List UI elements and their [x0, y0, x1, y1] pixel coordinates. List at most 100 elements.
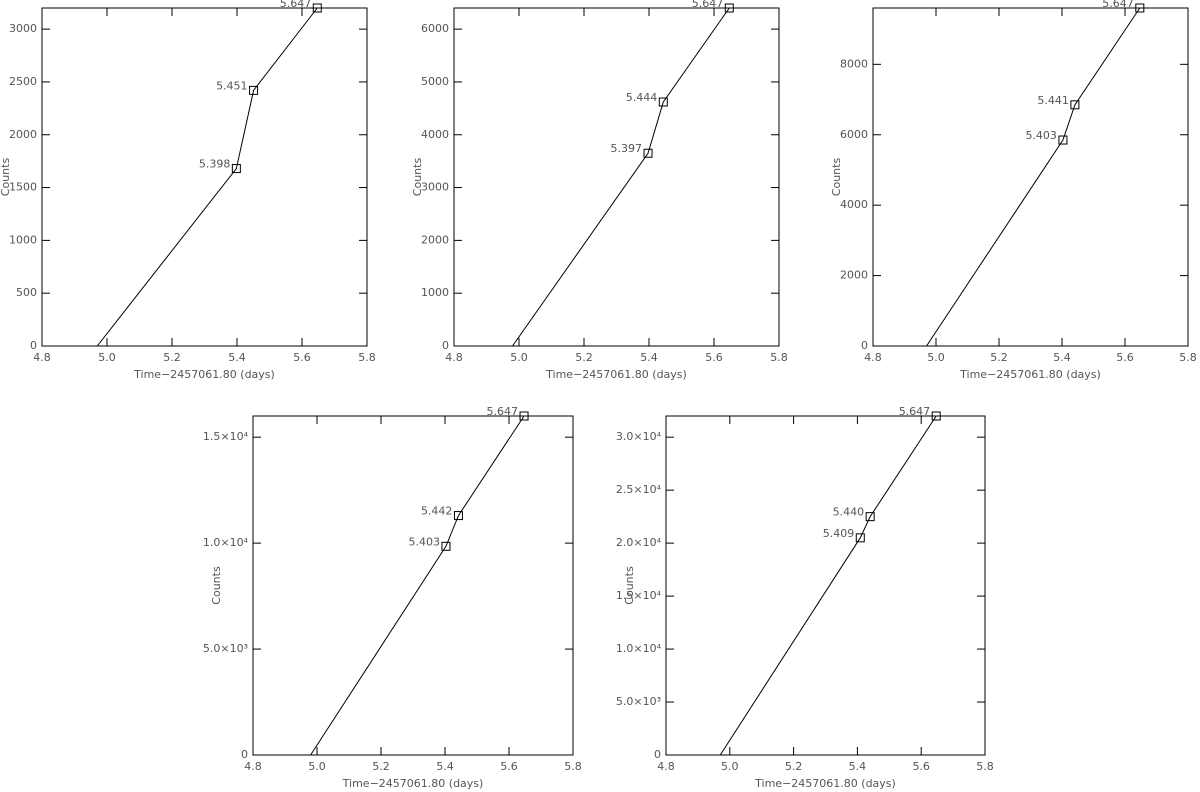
y-tick-label: 2000: [840, 269, 868, 282]
panel: 4.8 5.0 5.2 5.4 5.6 5.8 0 1000 2000 3000 4000 5000 6…: [411, 0, 788, 381]
point-label: 5.647: [1102, 0, 1134, 10]
x-tick-label: 5.6: [912, 760, 930, 773]
y-tick-label: 2000: [9, 128, 37, 141]
y-axis-title: Counts: [411, 158, 424, 197]
plot-frame: [872, 7, 1189, 347]
y-tick-label: 1.0×10⁴: [203, 536, 249, 549]
x-tick-label: 5.6: [293, 351, 311, 364]
x-tick-label: 5.6: [705, 351, 723, 364]
y-tick-label: 2000: [421, 233, 449, 246]
marker: [643, 148, 653, 158]
y-tick-label: 1.0×10⁴: [616, 642, 662, 655]
y-tick-label: 2.5×10⁴: [616, 483, 662, 496]
y-tick-label: 6000: [840, 128, 868, 141]
y-axis-title: Counts: [830, 158, 843, 197]
x-tick-label: 5.6: [500, 760, 518, 773]
x-tick-label: 5.4: [1053, 351, 1071, 364]
y-axis-title: Counts: [623, 566, 636, 605]
data-line: [926, 7, 1141, 347]
panel: 4.8 5.0 5.2 5.4 5.6 5.8 0 5.0×10³ 1.0×10⁴ 1.5×10⁴…: [616, 405, 994, 790]
x-tick-label: 5.4: [436, 760, 454, 773]
x-tick-label: 5.8: [1179, 351, 1197, 364]
y-axis-title: Counts: [0, 158, 12, 197]
y-tick-label: 8000: [840, 57, 868, 70]
data-line: [512, 7, 730, 347]
point-label: 5.647: [692, 0, 724, 10]
plot-frame: [41, 7, 368, 347]
y-tick-label: 6000: [421, 22, 449, 35]
y-tick-label: 1.5×10⁴: [616, 589, 662, 602]
x-tick-label: 5.4: [849, 760, 867, 773]
panel: 4.8 5.0 5.2 5.4 5.6 5.8 0 5.0×10³ 1.0×10⁴ 1.5×10⁴…: [203, 405, 582, 790]
point-label: 5.647: [899, 405, 931, 418]
marker: [724, 3, 734, 13]
point-label: 5.398: [199, 158, 231, 171]
data-line: [96, 7, 318, 347]
x-axis-title: Time−2457061.80 (days): [959, 368, 1101, 381]
point-label: 5.647: [280, 0, 312, 10]
y-tick-label: 3000: [421, 181, 449, 194]
y-tick-label: 1500: [9, 181, 37, 194]
point-label: 5.451: [216, 79, 248, 92]
point-label: 5.440: [833, 506, 865, 519]
panel: 4.8 5.0 5.2 5.4 5.6 5.8 0 2000 4000 6000 8000 Time−…: [830, 0, 1197, 381]
x-tick-label: 4.8: [657, 760, 675, 773]
y-tick-label: 0: [861, 339, 868, 352]
plot-frame: [665, 415, 986, 756]
x-tick-label: 5.2: [372, 760, 390, 773]
marker: [1070, 100, 1080, 110]
point-label: 5.403: [1025, 129, 1057, 142]
plot-frame: [453, 7, 780, 347]
y-tick-label: 4000: [421, 128, 449, 141]
marker: [658, 97, 668, 107]
x-tick-label: 5.2: [785, 760, 803, 773]
y-tick-label: 4000: [840, 198, 868, 211]
x-tick-label: 4.8: [445, 351, 463, 364]
y-tick-label: 0: [241, 748, 248, 761]
y-tick-label: 2.0×10⁴: [616, 536, 662, 549]
x-axis-title: Time−2457061.80 (days): [342, 777, 484, 790]
y-tick-label: 500: [16, 286, 37, 299]
x-axis-title: Time−2457061.80 (days): [754, 777, 896, 790]
point-label: 5.403: [408, 535, 440, 548]
x-axis-title: Time−2457061.80 (days): [545, 368, 687, 381]
y-tick-label: 5.0×10³: [203, 642, 248, 655]
y-tick-label: 5000: [421, 75, 449, 88]
x-tick-label: 5.0: [98, 351, 116, 364]
y-tick-label: 5.0×10³: [616, 695, 661, 708]
plot-frame: [252, 415, 574, 756]
x-tick-label: 5.8: [976, 760, 994, 773]
x-tick-label: 5.0: [721, 760, 739, 773]
x-tick-label: 5.6: [1116, 351, 1134, 364]
point-label: 5.409: [823, 527, 855, 540]
marker: [1058, 135, 1068, 145]
y-tick-label: 3.0×10⁴: [616, 430, 662, 443]
y-axis-title: Counts: [210, 566, 223, 605]
y-tick-label: 1000: [9, 233, 37, 246]
marker: [231, 164, 241, 174]
x-tick-label: 5.8: [564, 760, 582, 773]
y-tick-label: 0: [30, 339, 37, 352]
data-line: [719, 415, 937, 756]
x-tick-label: 5.4: [228, 351, 246, 364]
marker: [519, 411, 529, 421]
y-tick-label: 0: [442, 339, 449, 352]
x-tick-label: 4.8: [33, 351, 51, 364]
point-label: 5.397: [611, 142, 643, 155]
x-tick-label: 5.8: [358, 351, 376, 364]
marker: [865, 512, 875, 522]
x-tick-label: 5.0: [510, 351, 528, 364]
y-tick-label: 1.5×10⁴: [203, 430, 249, 443]
marker: [249, 85, 259, 95]
point-label: 5.442: [421, 505, 453, 518]
x-tick-label: 5.2: [163, 351, 181, 364]
x-tick-label: 5.2: [990, 351, 1008, 364]
y-tick-label: 1000: [421, 286, 449, 299]
x-tick-label: 5.8: [770, 351, 788, 364]
marker: [931, 411, 941, 421]
marker: [1135, 3, 1145, 13]
x-tick-label: 4.8: [244, 760, 262, 773]
y-tick-label: 3000: [9, 22, 37, 35]
point-label: 5.441: [1037, 94, 1069, 107]
